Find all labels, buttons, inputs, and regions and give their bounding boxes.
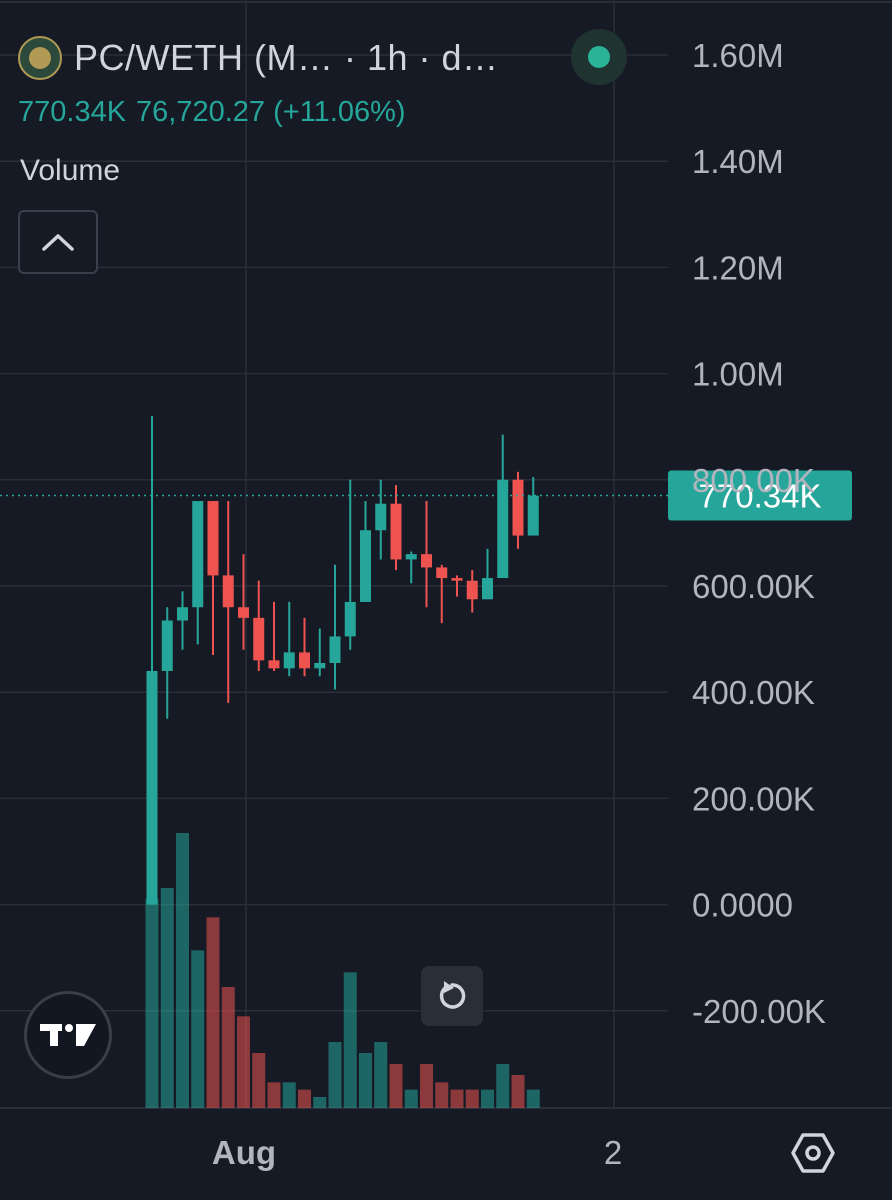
volume-bar [526,1089,540,1108]
price-axis-label: -200.00K [692,993,826,1030]
volume-bar [435,1082,449,1108]
last-price-line: 770.34K [0,470,852,521]
candlesticks [146,416,539,905]
candle-body [146,670,158,905]
volume-bar [481,1089,494,1108]
candle-body [497,479,509,579]
candle-body [512,479,524,536]
candle-body [451,578,463,581]
time-axis-label: 2 [604,1134,622,1171]
price-axis-label: 1.60M [692,37,784,74]
time-axis-label: Aug [212,1134,276,1171]
candle-body [238,607,249,618]
candle-body [222,575,234,608]
pc-token-logo-icon [18,36,62,80]
volume-bar [496,1064,510,1108]
candle-body [344,601,356,637]
time-axis: Aug 2 [212,1134,622,1171]
price-axis-label: 400.00K [692,674,815,711]
symbol-header[interactable]: PC/WETH (M… · 1h · d… [18,30,499,86]
price-quote: 770.34K 76,720.27 (+11.06%) [18,96,416,129]
tradingview-logo-icon[interactable] [24,991,112,1079]
price-axis-label: 600.00K [692,568,815,605]
volume-bar [221,987,235,1108]
volume-bar [282,1082,296,1108]
volume-bar [511,1075,525,1108]
collapse-legend-button[interactable] [18,210,98,274]
candle-body [466,580,478,600]
candle-body [360,530,371,602]
volume-bar [465,1089,479,1108]
reset-icon [439,981,466,1009]
price-change: 76,720.27 (+11.06%) [136,96,406,128]
candle-body [299,652,310,669]
volume-bar [176,833,189,1108]
price-axis-label: 0.0000 [692,887,793,924]
volume-bar [404,1089,418,1108]
volume-bar [359,1053,372,1108]
volume-bar [206,917,220,1108]
candle-body [375,503,387,531]
volume-bar [237,1016,250,1108]
price-axis: 1.60M 1.40M 1.20M 1.00M 800.00K 600.00K 400.00… [692,37,826,1030]
candle-body [283,652,295,669]
candle-body [253,617,265,661]
market-status-indicator[interactable] [571,29,627,85]
candle-body [527,495,539,536]
volume-bar [420,1064,433,1108]
volume-bar [252,1053,266,1108]
price-axis-label: 200.00K [692,780,815,817]
current-price: 770.34K [18,96,127,128]
price-axis-label: 800.00K [692,462,815,499]
last-price-label: 770.34K [699,478,822,515]
volume-bar [450,1089,464,1108]
candle-body [390,503,402,560]
volume-bar [389,1064,403,1108]
candle-body [177,607,188,621]
candle-body [161,620,173,671]
price-axis-label: 1.20M [692,249,784,286]
volume-bar [267,1082,281,1108]
volume-bar [298,1089,311,1108]
candle-body [268,660,280,669]
volume-bars [145,833,540,1108]
chevron-up-icon [42,234,74,251]
candle-body [421,554,432,568]
status-dot-icon [588,46,610,68]
candle-body [192,501,204,608]
candle-body [207,501,219,576]
volume-indicator-label[interactable]: Volume [20,154,121,187]
volume-bar [160,888,174,1108]
candle-body [436,567,448,579]
volume-bar [374,1042,388,1108]
volume-bar [328,1042,342,1108]
price-axis-label: 1.00M [692,356,784,393]
candle-body [314,662,326,669]
volume-bar [145,899,159,1108]
settings-hexagon-icon [791,1133,835,1173]
candle-body [405,554,417,560]
chart-settings-button[interactable] [790,1130,836,1176]
last-price-tag [668,470,852,521]
symbol-title[interactable]: PC/WETH (M… · 1h · d… [74,37,499,78]
candle-body [329,636,341,663]
volume-bar [313,1097,327,1108]
price-axis-label: 1.40M [692,143,784,180]
reset-chart-button[interactable] [421,966,483,1026]
volume-bar [343,972,357,1108]
candle-body [482,578,493,600]
volume-bar [191,950,205,1108]
